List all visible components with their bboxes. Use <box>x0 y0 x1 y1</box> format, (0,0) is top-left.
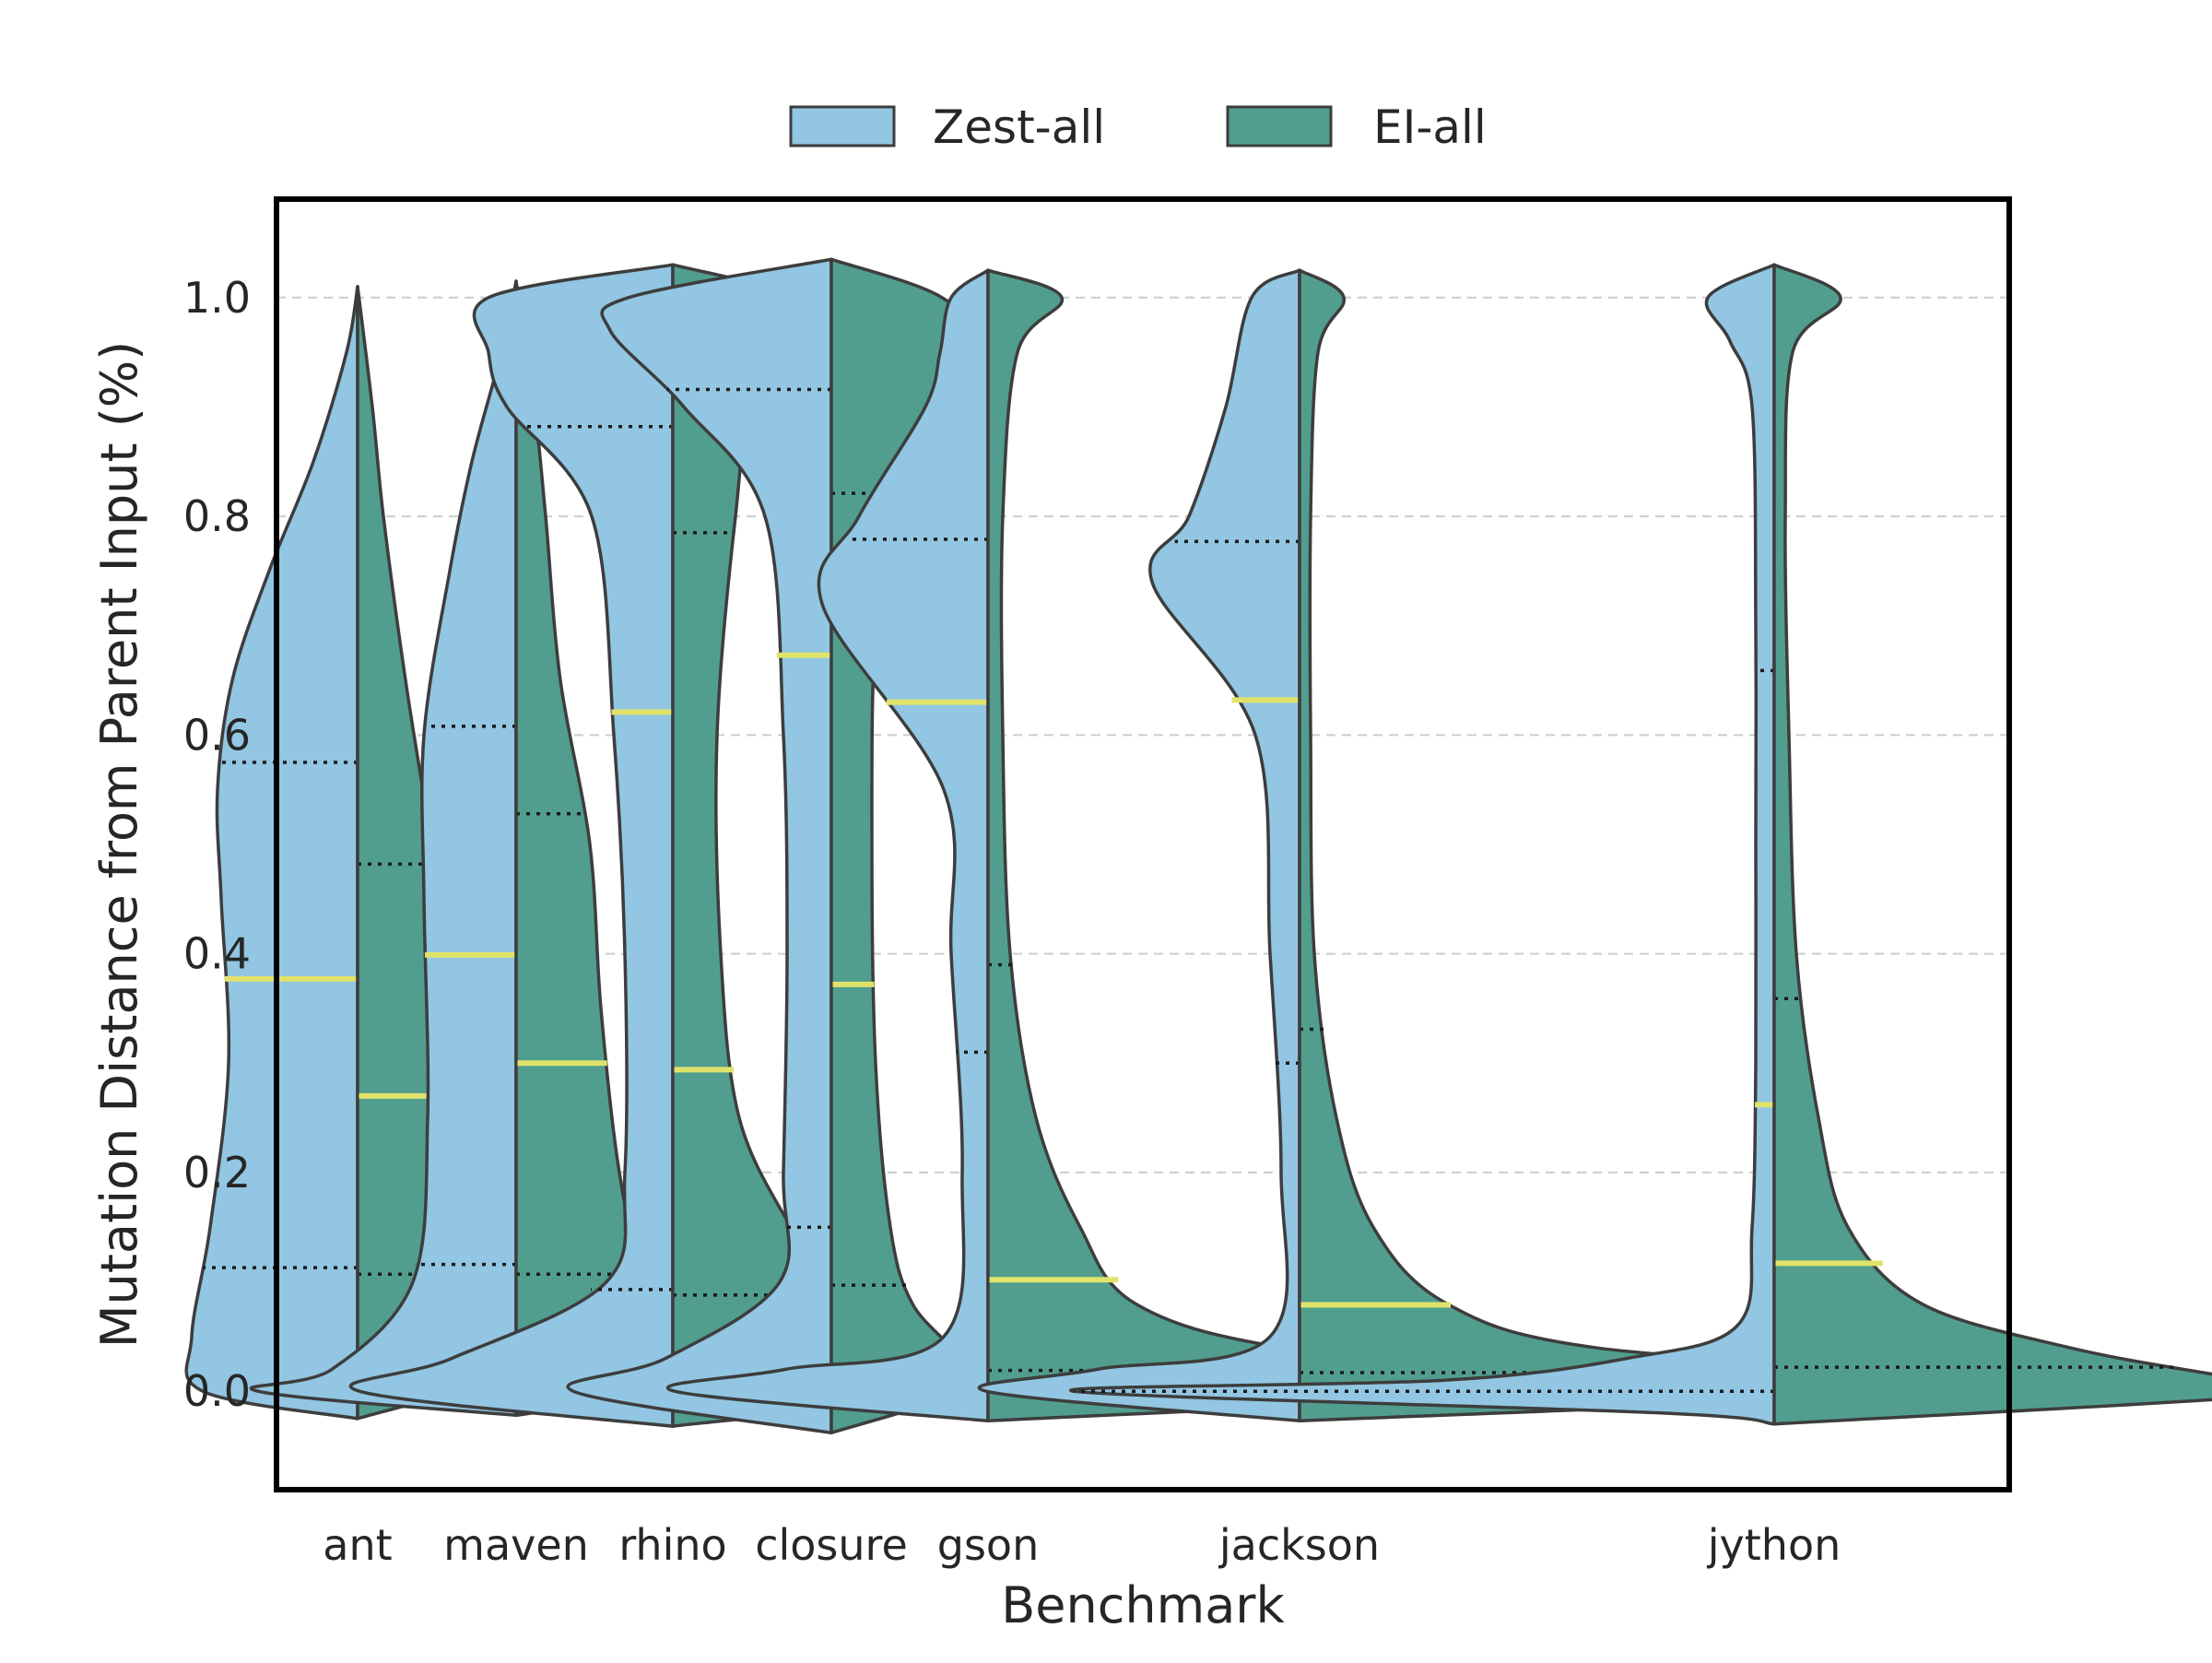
legend: Zest-all EI-all <box>789 100 1487 154</box>
y-axis-title: Mutation Distance from Parent Input (%) <box>90 341 148 1348</box>
y-tick-labels: 0.0 0.2 0.4 0.6 0.8 1.0 <box>183 273 251 1416</box>
violin-ant <box>184 285 527 1421</box>
violins <box>184 257 2212 1435</box>
x-tick-label-jython: jython <box>1707 1520 1841 1570</box>
violin-half-closure-zest <box>566 257 833 1435</box>
violin-half-ant-zest <box>184 285 359 1421</box>
x-tick-label-ant: ant <box>323 1520 392 1570</box>
legend-label-zest: Zest-all <box>933 100 1105 154</box>
violin-half-jackson-zest <box>977 268 1301 1423</box>
x-tick-label-maven: maven <box>443 1520 589 1570</box>
y-tick-label-0.0: 0.0 <box>183 1366 251 1416</box>
violin-half-gson-zest <box>665 268 990 1423</box>
x-tick-label-closure: closure <box>755 1520 908 1570</box>
legend-label-ei: EI-all <box>1373 100 1487 154</box>
violin-half-jython-zest <box>1069 263 1776 1426</box>
y-tick-label-0.6: 0.6 <box>183 710 251 760</box>
x-tick-label-rhino: rhino <box>618 1520 726 1570</box>
legend-swatch-ei <box>1226 105 1333 147</box>
x-tick-label-gson: gson <box>937 1520 1039 1570</box>
violin-half-maven-zest <box>249 279 518 1418</box>
violin-jython <box>1069 263 2212 1426</box>
violin-half-jackson-ei <box>1298 268 2057 1423</box>
x-tick-label-jackson: jackson <box>1218 1520 1380 1570</box>
violin-jackson <box>977 268 2057 1423</box>
y-tick-label-0.8: 0.8 <box>183 491 251 541</box>
x-axis-title: Benchmark <box>1001 1576 1285 1634</box>
y-tick-label-0.4: 0.4 <box>183 929 251 979</box>
x-tick-labels: ant maven rhino closure gson jackson jython <box>323 1520 1841 1570</box>
violin-half-rhino-zest <box>348 263 675 1428</box>
violin-half-jython-ei <box>1772 263 2212 1426</box>
plot-frame <box>274 196 2012 1492</box>
y-tick-label-0.2: 0.2 <box>183 1148 251 1197</box>
legend-swatch-zest <box>789 105 896 147</box>
y-tick-label-1.0: 1.0 <box>183 273 251 323</box>
